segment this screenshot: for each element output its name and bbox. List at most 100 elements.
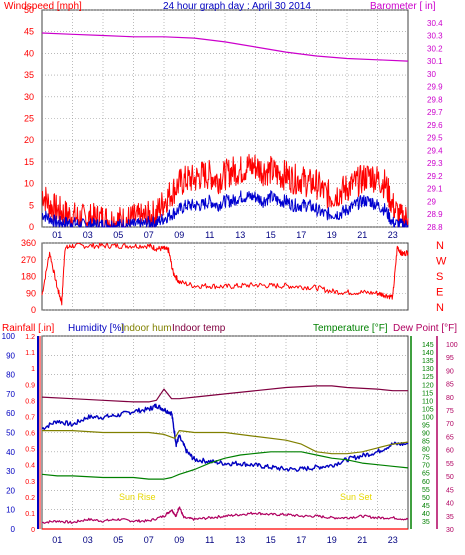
hour-tick-label: 01: [52, 535, 62, 545]
wind-direction-grid: [42, 242, 408, 311]
barometer-tick-label: 30.1: [427, 57, 443, 66]
wind-baro-series: [41, 32, 409, 228]
dew-tick-label: 55: [446, 461, 454, 468]
temp-hum-axes: 0 10 20 30 40 50 60 70 80 90 100 0 0.1 0.2 0.3 0.4 0.5 0.…: [2, 332, 458, 534]
legend-indoor-hum: Indoor hum: [121, 323, 172, 334]
windspeed-tick-label: 40: [24, 48, 34, 58]
temp-hour-labels: 01 03 05 07 09 11 13 15 17 19 21 23: [52, 535, 398, 545]
direction-tick-label: 360: [21, 238, 36, 248]
series-dew-point: [41, 506, 409, 524]
dew-tick-label: 60: [446, 448, 454, 455]
rain-tick-label: 0.1: [25, 511, 35, 518]
dew-tick-label: 70: [446, 421, 454, 428]
direction-tick-label: 270: [21, 255, 36, 265]
windspeed-tick-label: 30: [24, 92, 34, 102]
temperature-tick-label: 115: [422, 390, 433, 397]
barometer-tick-label: 28.8: [427, 223, 443, 232]
hour-tick-label: 21: [357, 535, 367, 545]
windspeed-tick-label: 5: [29, 200, 34, 210]
hour-tick-label: 05: [113, 535, 123, 545]
compass-label: N: [436, 240, 444, 252]
series-direction: [41, 242, 409, 306]
humidity-tick-label: 30: [6, 467, 15, 476]
barometer-tick-label: 30: [427, 70, 436, 79]
barometer-tick-label: 29.5: [427, 134, 443, 143]
series-gust: [41, 190, 409, 228]
barometer-tick-label: 30.4: [427, 19, 443, 28]
humidity-tick-label: 50: [6, 429, 15, 438]
dew-tick-label: 80: [446, 395, 454, 402]
windspeed-tick-label: 0: [29, 222, 34, 232]
barometer-tick-label: 29.7: [427, 108, 443, 117]
compass-label: E: [436, 287, 443, 299]
barometer-tick-label: 29.1: [427, 185, 443, 194]
chart-title: 24 hour graph day : April 30 2014: [163, 1, 311, 12]
temperature-tick-label: 105: [422, 406, 434, 413]
dew-tick-label: 35: [446, 514, 454, 521]
dew-tick-label: 30: [446, 527, 454, 534]
temperature-tick-label: 65: [422, 471, 430, 478]
windspeed-axis-label: Windspeed [mph]: [4, 1, 82, 12]
windspeed-tick-label: 15: [24, 157, 34, 167]
barometer-tick-label: 29.2: [427, 172, 443, 181]
temperature-tick-label: 120: [422, 382, 434, 389]
hour-tick-label: 03: [83, 230, 93, 240]
humidity-tick-label: 70: [6, 390, 15, 399]
temperature-tick-label: 45: [422, 503, 430, 510]
temperature-tick-label: 75: [422, 455, 430, 462]
humidity-tick-label: 80: [6, 371, 15, 380]
temperature-tick-label: 55: [422, 487, 430, 494]
hour-tick-label: 09: [174, 230, 184, 240]
temperature-tick-label: 35: [422, 519, 430, 526]
temperature-tick-label: 40: [422, 511, 430, 518]
hour-tick-label: 05: [113, 230, 123, 240]
wind-direction-series: [41, 242, 409, 306]
rain-tick-label: 0.7: [25, 414, 35, 421]
temperature-tick-label: 140: [422, 350, 434, 357]
temperature-tick-label: 90: [422, 431, 430, 438]
rain-tick-label: 1: [31, 366, 35, 373]
dew-tick-label: 95: [446, 355, 454, 362]
hour-tick-label: 17: [296, 535, 306, 545]
hour-tick-label: 23: [388, 535, 398, 545]
wind-direction-ticks: 0 90 180 270 360: [21, 238, 36, 315]
series-indoor-temp: [41, 385, 408, 403]
hour-tick-label: 01: [52, 230, 62, 240]
temperature-tick-label: 80: [422, 447, 430, 454]
hour-tick-label: 13: [235, 230, 245, 240]
sun-rise-label: Sun Rise: [119, 492, 156, 502]
temperature-tick-label: 95: [422, 422, 430, 429]
dew-tick-label: 75: [446, 408, 454, 415]
legend-dew-point: Dew Point [°F]: [393, 323, 457, 334]
compass-label: S: [436, 271, 443, 283]
temperature-tick-label: 50: [422, 495, 430, 502]
hour-tick-label: 11: [205, 535, 214, 545]
humidity-tick-label: 10: [6, 506, 15, 515]
temperature-tick-label: 145: [422, 342, 434, 349]
rain-tick-label: 0.4: [25, 463, 35, 470]
sun-set-label: Sun Set: [340, 492, 373, 502]
windspeed-tick-label: 25: [24, 114, 34, 124]
temperature-tick-label: 135: [422, 358, 434, 365]
temperature-tick-label: 85: [422, 439, 430, 446]
barometer-tick-label: 29.6: [427, 121, 443, 130]
humidity-tick-label: 20: [6, 486, 15, 495]
legend-rainfall: Rainfall [.in]: [2, 323, 54, 334]
hour-tick-label: 07: [144, 535, 154, 545]
dew-tick-label: 90: [446, 368, 454, 375]
hour-tick-label: 23: [388, 230, 398, 240]
barometer-tick-label: 28.9: [427, 210, 443, 219]
hour-tick-label: 09: [174, 535, 184, 545]
legend-temperature: Temperature [°F]: [313, 323, 388, 334]
temperature-tick-label: 110: [422, 398, 433, 405]
temp-hum-series: [41, 385, 409, 530]
series-temperature: [41, 451, 409, 480]
windspeed-tick-label: 10: [24, 179, 34, 189]
windspeed-tick-label: 35: [24, 70, 34, 80]
barometer-tick-label: 29.4: [427, 146, 443, 155]
hour-tick-label: 19: [327, 230, 337, 240]
hour-tick-label: 15: [266, 535, 276, 545]
